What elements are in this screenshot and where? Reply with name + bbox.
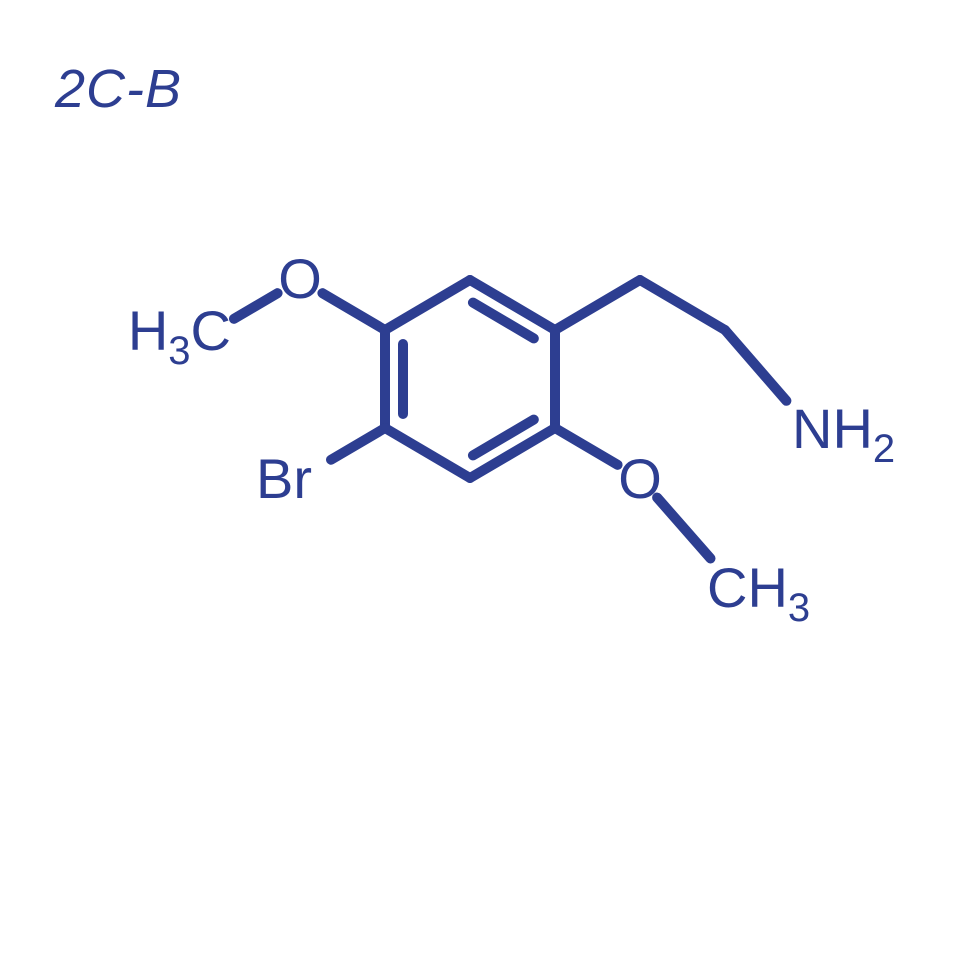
bond [331,428,385,460]
bond [555,280,640,330]
bond [385,330,403,428]
bond [385,428,470,478]
atom-label: CH3 [707,556,810,630]
atom-label: Br [256,447,312,510]
bond [555,428,618,465]
atom-label: O [618,447,662,510]
bond [385,280,470,330]
atom-label: H3C [128,299,231,373]
atom-label: NH2 [792,397,895,471]
compound-title: 2C-B [55,58,182,120]
molecule-diagram: O H3C Br O CH3 NH2 [0,0,980,980]
bond [640,280,725,330]
bond [234,293,278,319]
bond [725,330,786,401]
bond [322,293,385,330]
atom-label: O [278,247,322,310]
bond [470,280,555,338]
bond [657,498,710,559]
bond [470,420,555,478]
